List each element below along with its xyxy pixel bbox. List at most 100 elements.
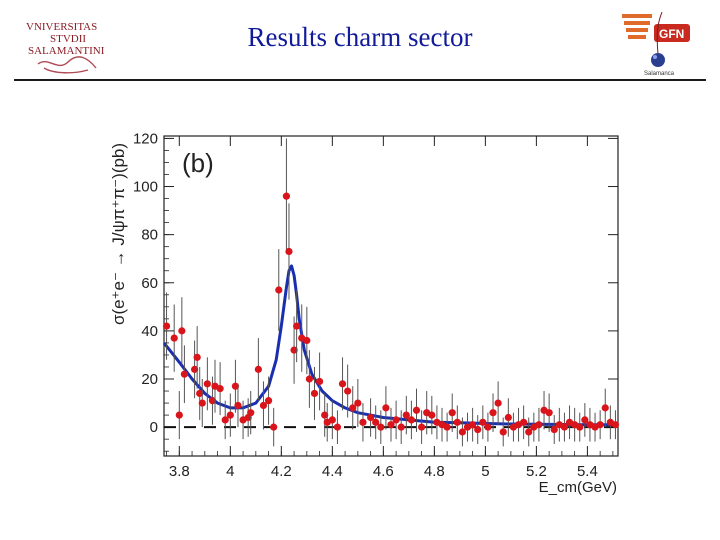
gfn-logo-subtext: Salamanca bbox=[644, 71, 675, 77]
x-tick-label: 5.4 bbox=[577, 463, 598, 480]
data-point bbox=[520, 418, 528, 426]
data-point bbox=[359, 418, 367, 426]
gfn-logo-text: GFN bbox=[659, 27, 684, 41]
y-tick-label: 20 bbox=[141, 371, 158, 388]
data-point bbox=[328, 416, 336, 424]
data-point bbox=[392, 416, 400, 424]
x-tick-label: 4.8 bbox=[424, 463, 445, 480]
data-point bbox=[216, 385, 224, 393]
data-point bbox=[333, 423, 342, 431]
gfn-logo-icon: GFN Salamanca bbox=[622, 11, 690, 77]
data-point bbox=[203, 380, 211, 388]
university-logo: VNIVERSITAS STVDII SALAMANTINI bbox=[24, 14, 114, 76]
data-point bbox=[576, 423, 584, 431]
x-axis-label: E_cm(GeV) bbox=[539, 479, 617, 496]
data-point bbox=[196, 389, 204, 398]
data-point bbox=[270, 423, 278, 431]
x-tick-label: 5 bbox=[481, 463, 489, 480]
data-point bbox=[221, 416, 229, 424]
data-point bbox=[494, 399, 502, 407]
data-point bbox=[193, 353, 201, 361]
data-point bbox=[428, 411, 436, 419]
x-tick-label: 4.2 bbox=[271, 463, 292, 480]
data-point bbox=[377, 423, 385, 431]
data-point bbox=[443, 423, 451, 431]
data-point bbox=[458, 428, 467, 436]
data-point bbox=[479, 418, 487, 426]
data-point bbox=[247, 409, 255, 417]
y-tick-label: 40 bbox=[141, 323, 158, 340]
y-tick-label: 120 bbox=[133, 130, 158, 147]
data-point bbox=[412, 406, 421, 414]
data-point bbox=[178, 327, 186, 335]
x-tick-label: 4.6 bbox=[373, 463, 394, 480]
data-point bbox=[305, 375, 313, 383]
data-point bbox=[321, 411, 329, 419]
data-point bbox=[474, 425, 482, 434]
data-point bbox=[231, 382, 240, 390]
y-tick-label: 100 bbox=[133, 179, 158, 196]
y-axis-label: σ(e⁺e⁻ → J/ψπ⁺π⁻)(pb) bbox=[109, 143, 128, 325]
data-point bbox=[354, 399, 362, 407]
data-point bbox=[453, 418, 461, 426]
data-point bbox=[366, 413, 375, 422]
header-divider bbox=[14, 79, 706, 81]
data-point bbox=[545, 409, 553, 417]
data-point bbox=[170, 334, 178, 342]
plot-frame bbox=[163, 135, 619, 457]
data-point bbox=[560, 423, 569, 431]
data-point bbox=[611, 421, 620, 429]
data-point bbox=[226, 411, 234, 419]
y-tick-label: 0 bbox=[150, 419, 158, 436]
data-point bbox=[259, 401, 268, 410]
data-point bbox=[407, 416, 416, 424]
gfn-logo: GFN Salamanca bbox=[618, 8, 698, 78]
data-point bbox=[535, 421, 543, 429]
data-point bbox=[254, 365, 262, 373]
data-point bbox=[264, 397, 273, 405]
cross-section-chart: 3.8 4 4.2 4.4 4.6 4.8 5 5.2 5.4 0 20 40 60 80 100 120 (… bbox=[109, 130, 620, 496]
data-point bbox=[484, 423, 492, 431]
fit-curve bbox=[162, 264, 618, 427]
data-point bbox=[448, 409, 456, 417]
y-tick-label: 60 bbox=[141, 275, 158, 292]
x-tick-label: 4 bbox=[226, 463, 234, 480]
x-tick-label: 4.4 bbox=[322, 463, 343, 480]
data-point bbox=[290, 346, 298, 354]
data-point bbox=[310, 389, 319, 398]
x-tick-label: 3.8 bbox=[169, 463, 190, 480]
data-point bbox=[338, 380, 347, 388]
data-point bbox=[282, 192, 291, 200]
data-point bbox=[525, 428, 533, 436]
data-point bbox=[596, 421, 604, 429]
data-point bbox=[489, 409, 497, 417]
panel-label: (b) bbox=[182, 148, 214, 178]
data-point bbox=[397, 423, 405, 431]
logo-line-2: STVDII bbox=[50, 33, 86, 45]
data-point bbox=[285, 247, 293, 256]
data-point bbox=[550, 425, 558, 434]
data-point bbox=[293, 322, 301, 330]
data-point bbox=[372, 418, 380, 426]
logo-line-3: SALAMANTINI bbox=[28, 45, 105, 57]
data-point bbox=[601, 404, 609, 412]
data-point bbox=[180, 370, 189, 378]
data-point bbox=[191, 365, 199, 373]
data-point bbox=[382, 404, 390, 412]
data-point bbox=[234, 401, 242, 410]
data-point bbox=[349, 404, 357, 412]
x-tick-label: 5.2 bbox=[526, 463, 547, 480]
data-point bbox=[418, 423, 426, 431]
data-point bbox=[402, 411, 410, 419]
data-point bbox=[504, 413, 512, 422]
data-point bbox=[344, 387, 352, 395]
data-point bbox=[162, 322, 171, 330]
data-point bbox=[387, 421, 395, 429]
data-point bbox=[275, 286, 283, 294]
data-point bbox=[175, 411, 183, 419]
data-point bbox=[469, 421, 477, 429]
logo-line-1: VNIVERSITAS bbox=[26, 21, 97, 33]
data-point bbox=[315, 377, 324, 386]
data-point bbox=[581, 416, 589, 424]
data-point bbox=[499, 428, 507, 436]
